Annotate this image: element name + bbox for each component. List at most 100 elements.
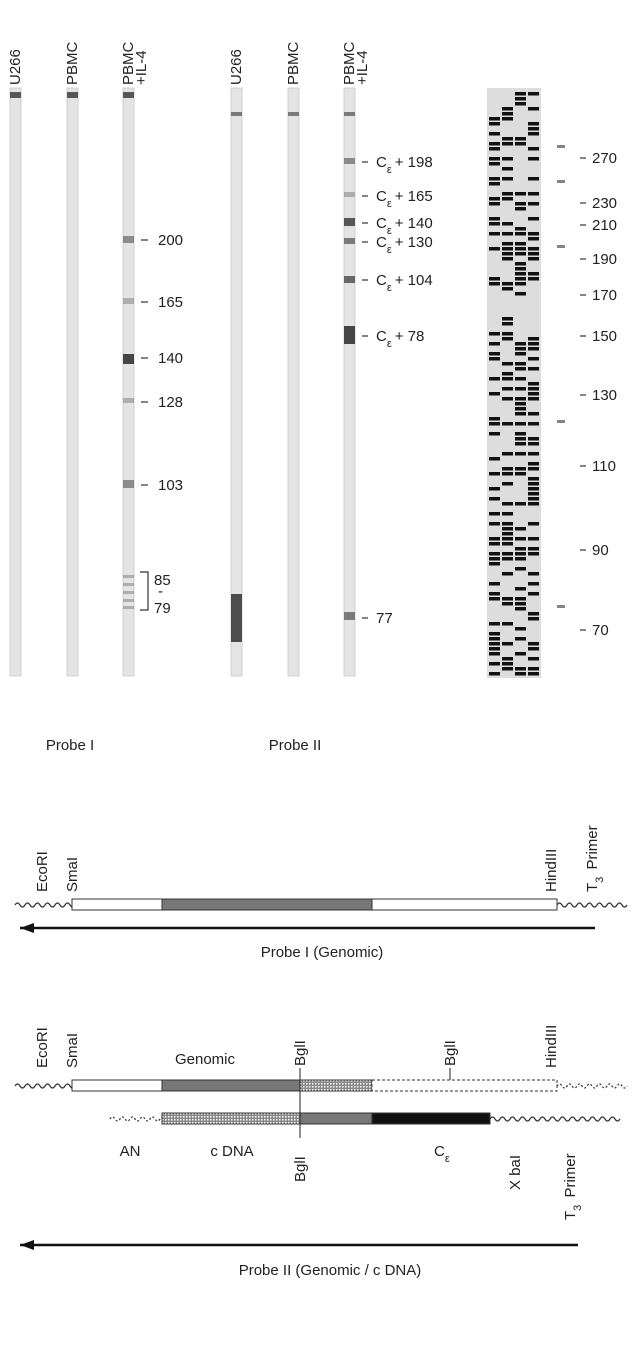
sequencing-band <box>528 592 539 596</box>
sequencing-band <box>515 552 526 556</box>
sequencing-band <box>502 482 513 486</box>
sequencing-band <box>528 272 539 276</box>
sequencing-band <box>502 362 513 366</box>
size-marker: 130 <box>592 387 617 404</box>
sequencing-band <box>489 247 500 251</box>
sequencing-band <box>515 402 526 406</box>
sequencing-band <box>489 472 500 476</box>
sequencing-band <box>502 397 513 401</box>
sequencing-band <box>515 272 526 276</box>
band <box>344 218 355 226</box>
band <box>123 599 134 602</box>
sequencing-band <box>502 222 513 226</box>
sequencing-band <box>489 557 500 561</box>
band <box>557 145 565 148</box>
sequencing-band <box>528 357 539 361</box>
label-subscript: 3 <box>594 877 606 883</box>
arrow-head <box>20 1240 34 1250</box>
sequencing-band <box>489 512 500 516</box>
primer-label: T3 Primer <box>562 1153 584 1220</box>
sequencing-band <box>489 432 500 436</box>
sequencing-band <box>515 547 526 551</box>
sequencing-band <box>502 157 513 161</box>
sequencing-band <box>489 222 500 226</box>
label-subscript: 3 <box>572 1205 584 1211</box>
segment <box>371 1079 558 1092</box>
sequencing-band <box>528 397 539 401</box>
sequencing-band <box>528 482 539 486</box>
sequencing-band <box>528 127 539 131</box>
sequencing-band <box>489 592 500 596</box>
sequencing-band <box>515 142 526 146</box>
sequencing-band <box>502 322 513 326</box>
segment <box>371 1112 491 1125</box>
label-subscript: ε <box>387 338 392 350</box>
sequencing-band <box>528 342 539 346</box>
wavy-line <box>556 902 628 908</box>
sequencing-band <box>515 377 526 381</box>
band <box>557 245 565 248</box>
sequencing-band <box>489 352 500 356</box>
sequencing-band <box>515 232 526 236</box>
sequencing-band <box>515 627 526 631</box>
label-text: Primer <box>584 825 601 873</box>
sequencing-band <box>515 442 526 446</box>
sequencing-band <box>502 112 513 116</box>
band <box>344 238 355 244</box>
sequencing-band <box>489 642 500 646</box>
site-label: SmaI <box>64 1033 81 1068</box>
sequencing-band <box>528 572 539 576</box>
sequencing-band <box>502 557 513 561</box>
sequencing-band <box>489 377 500 381</box>
wavy-line <box>14 1083 76 1089</box>
label-text: + 130 <box>395 234 433 251</box>
sequencing-band <box>502 252 513 256</box>
band <box>123 354 134 364</box>
sequencing-band <box>528 552 539 556</box>
band <box>123 398 134 403</box>
label-subscript: ε <box>387 244 392 256</box>
sequencing-band <box>489 597 500 601</box>
sequencing-band <box>528 672 539 676</box>
size-marker: 210 <box>592 217 617 234</box>
label-subscript: ε <box>387 164 392 176</box>
sequencing-band <box>502 117 513 121</box>
sequencing-band <box>502 552 513 556</box>
sequencing-band <box>502 242 513 246</box>
sequencing-band <box>502 512 513 516</box>
sequencing-band <box>489 142 500 146</box>
sequencing-band <box>502 247 513 251</box>
sequencing-band <box>528 247 539 251</box>
segment <box>299 1112 373 1125</box>
band <box>344 192 355 197</box>
sequencing-band <box>528 232 539 236</box>
sequencing-band <box>515 367 526 371</box>
label-subscript: ε <box>387 198 392 210</box>
sequencing-band <box>515 227 526 231</box>
sequencing-band <box>515 207 526 211</box>
sequencing-band <box>515 252 526 256</box>
sequencing-band <box>528 537 539 541</box>
sequencing-band <box>489 652 500 656</box>
sequencing-band <box>489 647 500 651</box>
sequencing-band <box>515 247 526 251</box>
band-label: Cε + 130 <box>376 234 433 256</box>
site-label: BglI <box>442 1040 459 1066</box>
caption: Probe II (Genomic / c DNA) <box>239 1262 422 1279</box>
sequencing-band <box>528 442 539 446</box>
sequencing-band <box>515 452 526 456</box>
sequencing-band <box>515 587 526 591</box>
segment <box>71 898 163 911</box>
size-marker: 165 <box>158 294 183 311</box>
size-marker: 190 <box>592 251 617 268</box>
sequencing-band <box>502 467 513 471</box>
sequencing-band <box>515 407 526 411</box>
site-label: EcoRI <box>34 851 51 892</box>
band-label: Cε + 198 <box>376 154 433 176</box>
sequencing-band <box>489 122 500 126</box>
size-marker: 170 <box>592 287 617 304</box>
sequencing-band <box>528 347 539 351</box>
sequencing-band <box>528 497 539 501</box>
sequencing-band <box>528 657 539 661</box>
sequencing-band <box>515 607 526 611</box>
